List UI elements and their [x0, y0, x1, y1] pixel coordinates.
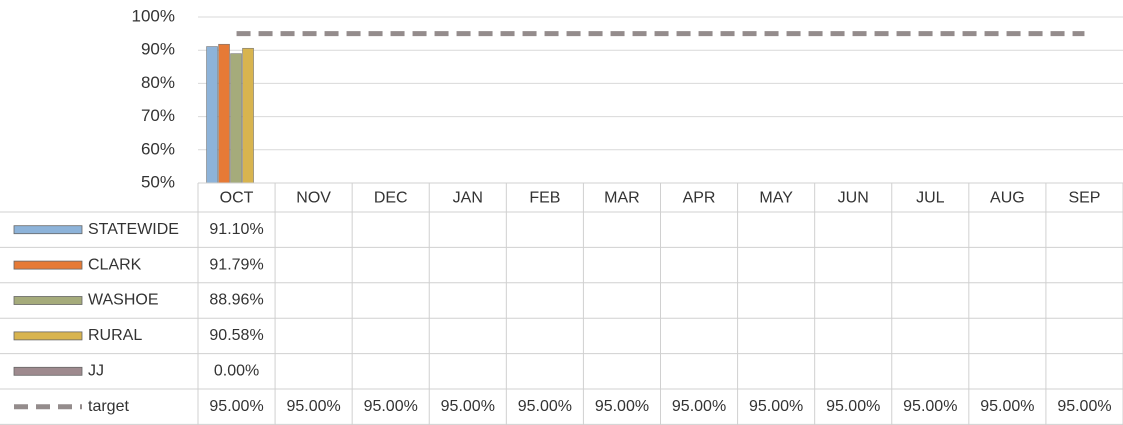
y-tick-label: 90%: [141, 40, 175, 59]
table-value: 95.00%: [595, 398, 649, 415]
x-tick-label: APR: [683, 190, 716, 207]
y-tick-label: 80%: [141, 73, 175, 92]
table-value: 91.79%: [209, 256, 263, 273]
x-tick-label: MAR: [604, 190, 640, 207]
legend-label: CLARK: [88, 256, 142, 273]
table-value: 95.00%: [209, 398, 263, 415]
table-value: 0.00%: [214, 363, 259, 380]
table-value: 95.00%: [364, 398, 418, 415]
x-tick-label: AUG: [990, 190, 1025, 207]
bar: [206, 46, 218, 183]
table-value: 88.96%: [209, 292, 263, 309]
table-value: 95.00%: [672, 398, 726, 415]
bar: [218, 43, 230, 183]
table-value: 95.00%: [286, 398, 340, 415]
table-value: 95.00%: [749, 398, 803, 415]
legend-key: [13, 366, 83, 376]
table-value: 95.00%: [826, 398, 880, 415]
x-tick-label: FEB: [529, 190, 560, 207]
plot: [206, 43, 266, 183]
x-tick-label: JUN: [838, 190, 869, 207]
x-tick-label: MAY: [759, 190, 793, 207]
legend-label: target: [88, 398, 129, 415]
table-value: 95.00%: [1057, 398, 1111, 415]
legend-label: JJ: [88, 363, 104, 380]
x-tick-label: DEC: [374, 190, 408, 207]
legend-key: [13, 331, 83, 341]
x-tick-label: JAN: [453, 190, 483, 207]
y-tick-label: 60%: [141, 139, 175, 158]
legend-label: STATEWIDE: [88, 221, 179, 238]
x-tick-label: NOV: [296, 190, 331, 207]
table-value: 95.00%: [980, 398, 1034, 415]
y-tick-label: 100%: [132, 6, 175, 25]
table-value: 90.58%: [209, 327, 263, 344]
table-value: 91.10%: [209, 221, 263, 238]
x-tick-label: SEP: [1068, 190, 1100, 207]
legend-key: [13, 260, 83, 270]
legend-key: [13, 225, 83, 235]
y-tick-label: 70%: [141, 106, 175, 125]
x-tick-label: OCT: [220, 190, 254, 207]
table-value: 95.00%: [441, 398, 495, 415]
legend-label: WASHOE: [88, 292, 159, 309]
legend-key: [13, 296, 83, 305]
bar: [230, 53, 242, 183]
y-tick-label: 50%: [141, 172, 175, 191]
legend-label: RURAL: [88, 327, 142, 344]
table-value: 95.00%: [903, 398, 957, 415]
table-value: 95.00%: [518, 398, 572, 415]
bar: [242, 47, 254, 183]
x-tick-label: JUL: [916, 190, 945, 207]
